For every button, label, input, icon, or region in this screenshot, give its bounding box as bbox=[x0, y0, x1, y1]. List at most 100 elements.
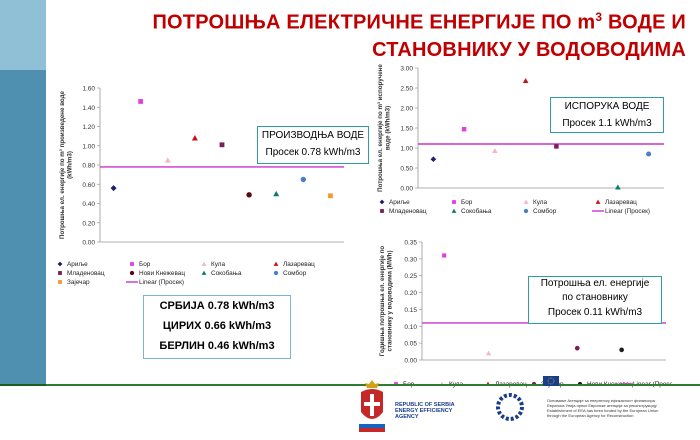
data-point-Сомбор bbox=[300, 176, 307, 183]
eu-logo-icon bbox=[496, 393, 524, 421]
legend-label: Сокобања bbox=[211, 269, 242, 277]
data-point-Ариље bbox=[110, 185, 117, 192]
legend-label: Бор bbox=[461, 199, 473, 206]
eu-note-line-2: Европска Унија преко Европске агенције з… bbox=[547, 403, 657, 408]
data-point-Кула bbox=[492, 148, 498, 154]
legend-label: Сомбор bbox=[283, 269, 307, 277]
eu-note-line-3: Establishment of EEA has been funded by … bbox=[547, 408, 659, 413]
eu-flag-icon bbox=[543, 376, 559, 386]
legend-marker-Лазаревац bbox=[273, 261, 279, 266]
y-tick-label: 0.20 bbox=[404, 290, 417, 297]
footer-divider bbox=[0, 384, 700, 386]
agency-footer: REPUBLIC OF SERBIA ENERGY EFFICIENCY AGE… bbox=[355, 374, 700, 440]
agency-name-line-1: REPUBLIC OF SERBIA bbox=[395, 402, 455, 408]
agency-name: REPUBLIC OF SERBIA ENERGY EFFICIENCY AGE… bbox=[395, 402, 455, 420]
legend-marker-Лазаревац bbox=[595, 199, 601, 204]
y-tick-label: 0.10 bbox=[404, 324, 417, 331]
y-tick-label: 0.00 bbox=[404, 358, 417, 365]
production-info-box: ПРОИЗВОДЊА ВОДЕ Просек 0.78 kWh/m3 bbox=[257, 126, 369, 164]
y-axis-title-line: воде (kWh/m3) bbox=[385, 106, 392, 150]
legend-marker-Сомбор bbox=[523, 208, 529, 214]
y-axis-title: Потрошња ел. енергије по m³ произведене … bbox=[59, 90, 74, 239]
supply-box-average: Просек 1.1 kWh/m3 bbox=[562, 118, 652, 129]
legend-label: Нови Кнежевац bbox=[139, 270, 185, 277]
agency-name-line-3: AGENCY bbox=[395, 414, 419, 420]
data-point-Сомбор bbox=[646, 151, 652, 157]
y-tick-label: 0.25 bbox=[404, 273, 417, 280]
y-axis-title: Потрошња ел. енергије по m³ испоручене во… bbox=[377, 64, 392, 192]
data-point-Бор bbox=[442, 253, 447, 258]
legend-marker-Сомбор bbox=[273, 270, 279, 276]
data-point-Лазаревац bbox=[191, 135, 198, 141]
y-tick-label: 1.60 bbox=[82, 86, 95, 93]
y-tick-label: 0.00 bbox=[400, 186, 413, 193]
title-line-1: ПОТРОШЊА ЕЛЕКТРИЧНЕ ЕНЕРГИЈЕ ПО m3 ВОДЕ … bbox=[46, 4, 686, 37]
title-superscript: 3 bbox=[595, 10, 603, 24]
left-decorative-band-top bbox=[0, 0, 46, 70]
y-axis-title-line: становнику у водоводима (MWh) bbox=[387, 250, 394, 351]
legend-marker-Бор bbox=[130, 262, 134, 266]
y-axis-title-line: Годишња потрошња ел. енергије по bbox=[379, 246, 386, 357]
data-point-Сокобања bbox=[273, 190, 280, 197]
per-capita-info-box: Потрошња ел. енергије по становнику Прос… bbox=[528, 276, 662, 324]
y-tick-label: 0.20 bbox=[82, 220, 95, 227]
chart-supply: 0.00 0.50 1.00 1.50 2.00 2.50 3.00 Потрошња ел.… bbox=[377, 64, 664, 215]
legend-label: Младеновац bbox=[67, 270, 105, 277]
legend-label: Зајечар bbox=[67, 279, 90, 286]
data-point-Младеновац bbox=[219, 142, 225, 148]
data-point-Зајечар bbox=[574, 345, 580, 351]
legend-marker-Нови Кнежевац bbox=[129, 270, 135, 276]
y-tick-label: 0.05 bbox=[404, 341, 417, 348]
legend-label: Linear (Просек) bbox=[139, 279, 184, 286]
supply-info-box: ИСПОРУКА ВОДЕ Просек 1.1 kWh/m3 bbox=[550, 97, 664, 133]
y-tick-label: 1.20 bbox=[82, 124, 95, 131]
legend-marker-Кула bbox=[523, 199, 529, 204]
data-point-Младеновац bbox=[554, 144, 559, 149]
eu-note-line-1: Основање Агенције за енергетску ефикасно… bbox=[547, 398, 655, 403]
legend-marker-Сокобања bbox=[451, 208, 457, 213]
y-tick-label: 0.35 bbox=[404, 240, 417, 247]
legend-label: Бор bbox=[139, 261, 151, 268]
legend-label: Ариље bbox=[67, 261, 88, 268]
per-capita-box-title-2: по становнику bbox=[562, 292, 628, 303]
legend-label: Сомбор bbox=[533, 207, 557, 215]
legend-label: Младеновац bbox=[389, 208, 427, 215]
eu-note-line-4: through the European Agency for Reconstr… bbox=[547, 413, 634, 418]
data-point-Лазаревац bbox=[522, 78, 529, 84]
y-tick-label: 3.00 bbox=[400, 66, 413, 73]
y-tick-label: 0.30 bbox=[404, 256, 417, 263]
legend-marker-Кула bbox=[201, 261, 207, 266]
legend-label: Ариље bbox=[389, 199, 410, 206]
legend-label: Кула bbox=[211, 261, 226, 268]
data-point-Кула bbox=[485, 350, 492, 356]
legend-marker-Зајечар bbox=[58, 280, 62, 284]
footer-divider-left bbox=[0, 384, 46, 386]
data-point-Зајечар bbox=[328, 193, 333, 199]
benchmark-summary-box: СРБИЈА 0.78 kWh/m3 ЦИРИХ 0.66 kWh/m3 БЕР… bbox=[143, 295, 291, 359]
legend-marker-Сокобања bbox=[201, 270, 207, 275]
y-axis-title-line: Потрошња ел. енергије по m³ произведене … bbox=[59, 90, 66, 239]
y-tick-label: 0.00 bbox=[82, 240, 95, 247]
legend-marker-Ариље bbox=[57, 261, 63, 267]
y-tick-label: 1.50 bbox=[400, 126, 413, 133]
data-point-Нови Кнежевац bbox=[619, 347, 624, 353]
berlin-benchmark: БЕРЛИН 0.46 kWh/m3 bbox=[159, 340, 275, 352]
production-box-average: Просек 0.78 kWh/m3 bbox=[265, 147, 361, 158]
chart-production: 0.00 0.20 0.40 0.60 0.80 1.00 1.20 1.40 1.60 Потр… bbox=[57, 86, 344, 286]
y-tick-label: 0.40 bbox=[82, 201, 95, 208]
y-tick-label: 0.80 bbox=[82, 163, 95, 170]
per-capita-box-average: Просек 0.11 kWh/m3 bbox=[547, 307, 643, 318]
legend-label: Лазаревац bbox=[605, 199, 637, 206]
legend-marker-Ариље bbox=[379, 199, 385, 205]
legend-marker-Бор bbox=[452, 200, 456, 204]
per-capita-box-title-1: Потрошња ел. енергије bbox=[540, 278, 650, 289]
y-tick-label: 2.50 bbox=[400, 86, 413, 93]
zurich-benchmark: ЦИРИХ 0.66 kWh/m3 bbox=[162, 320, 272, 332]
y-axis-title-line: Потрошња ел. енергије по m³ испоручене bbox=[377, 64, 384, 192]
legend-label: Лазаревац bbox=[283, 261, 315, 268]
legend-marker-Младеновац bbox=[380, 209, 384, 213]
y-tick-label: 1.40 bbox=[82, 105, 95, 112]
data-point-Бор bbox=[461, 126, 467, 132]
serbia-coat-of-arms-icon bbox=[359, 380, 385, 432]
data-point-Бор bbox=[138, 99, 144, 104]
